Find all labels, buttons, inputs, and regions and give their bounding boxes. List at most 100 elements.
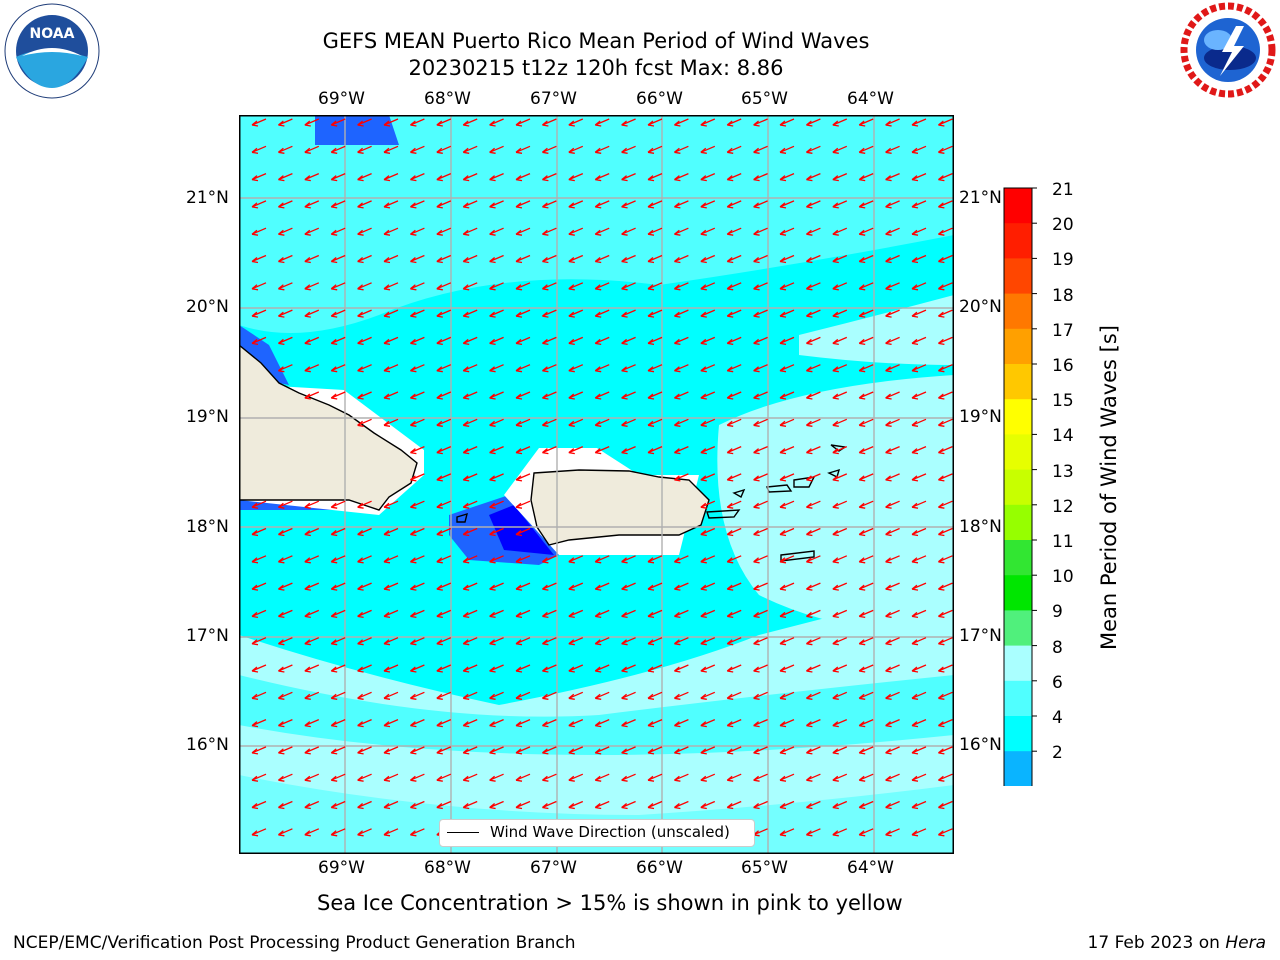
wind-wave-arrow <box>568 582 584 591</box>
wind-wave-arrow <box>436 582 452 591</box>
colorbar-tick-label: 21 <box>1052 180 1074 200</box>
wind-wave-arrow <box>436 282 452 291</box>
wind-wave-arrow <box>515 173 531 182</box>
wind-wave-arrow <box>409 254 425 264</box>
wind-wave-arrow <box>568 609 584 619</box>
wind-wave-arrow <box>832 800 848 810</box>
wind-wave-arrow <box>251 282 267 291</box>
wind-wave-arrow <box>779 145 795 154</box>
wind-wave-arrow <box>436 446 452 455</box>
wind-wave-arrow <box>832 309 848 318</box>
wind-wave-arrow <box>700 746 716 755</box>
wind-wave-arrow <box>304 500 320 509</box>
wind-wave-arrow <box>911 719 927 728</box>
wind-wave-arrow <box>858 473 874 482</box>
wind-wave-arrow <box>383 282 399 291</box>
map-title: GEFS MEAN Puerto Rico Mean Period of Win… <box>322 29 870 53</box>
colorbar-label: Mean Period of Wind Waves [s] <box>1097 325 1121 650</box>
wind-wave-arrow <box>700 773 716 782</box>
wind-wave-arrow <box>805 145 821 154</box>
wind-wave-arrow <box>753 746 768 755</box>
footer-date: 17 Feb 2023 on Hera <box>1087 933 1266 953</box>
wind-wave-arrow <box>858 773 874 782</box>
wind-wave-arrow <box>832 173 848 182</box>
wind-wave-arrow <box>805 527 821 537</box>
wind-wave-arrow <box>753 364 768 373</box>
wind-wave-arrow <box>330 254 346 264</box>
wind-wave-arrow <box>647 746 663 755</box>
wind-wave-arrow <box>858 746 874 755</box>
wind-wave-arrow <box>726 719 742 728</box>
wind-wave-arrow <box>383 664 399 673</box>
lat-tick-right: 20°N <box>959 297 1002 317</box>
wind-wave-arrow <box>621 145 636 154</box>
wind-wave-arrow <box>858 200 874 209</box>
wind-wave-arrow <box>541 254 557 264</box>
lat-tick-left: 21°N <box>186 188 229 208</box>
wind-wave-arrow <box>832 500 848 509</box>
wind-wave-arrow <box>330 609 346 619</box>
wind-wave-arrow <box>673 200 689 209</box>
wind-wave-arrow <box>779 500 795 509</box>
wind-wave-arrow <box>726 309 742 318</box>
wind-wave-arrow <box>858 527 874 537</box>
wind-wave-arrow <box>911 391 927 400</box>
colorbar-segment <box>1004 364 1032 400</box>
wind-wave-arrow <box>647 309 663 318</box>
wind-wave-arrow <box>858 582 874 591</box>
wind-wave-arrow <box>858 664 874 673</box>
wind-wave-arrow <box>251 828 267 837</box>
wind-wave-arrow <box>647 364 663 373</box>
wind-wave-arrow <box>594 391 610 400</box>
wind-wave-arrow <box>885 582 900 591</box>
wind-wave-arrow <box>700 418 716 427</box>
wind-wave-arrow <box>805 500 821 509</box>
wind-wave-arrow <box>911 446 927 455</box>
wind-wave-arrow <box>489 418 504 427</box>
wind-wave-arrow <box>277 336 293 346</box>
wind-wave-arrow <box>330 364 346 373</box>
wind-wave-arrow <box>832 364 848 373</box>
wind-wave-arrow <box>409 364 425 373</box>
wind-wave-arrow <box>673 364 689 373</box>
wind-wave-arrow <box>515 309 531 318</box>
wind-wave-arrow <box>357 254 372 264</box>
wind-wave-arrow <box>937 309 953 318</box>
colorbar-tick-label: 14 <box>1052 426 1074 447</box>
lon-tick-bottom: 69°W <box>318 858 365 878</box>
wind-wave-arrow <box>621 719 636 728</box>
wind-wave-arrow <box>304 309 320 318</box>
wind-wave-arrow <box>832 691 848 700</box>
very-low-period-area <box>489 505 554 555</box>
map-panel <box>239 115 954 854</box>
wind-wave-arrow <box>621 282 636 291</box>
wind-wave-arrow <box>436 200 452 209</box>
wind-wave-arrow <box>277 500 293 509</box>
wind-wave-arrow <box>937 500 953 509</box>
wind-wave-arrow <box>753 527 768 537</box>
wind-wave-arrow <box>726 746 742 755</box>
wind-wave-arrow <box>673 446 689 455</box>
lon-tick-bottom: 66°W <box>636 858 683 878</box>
lat-tick-right: 21°N <box>959 188 1002 208</box>
wind-wave-arrow <box>462 555 478 564</box>
wind-wave-arrow <box>304 118 320 127</box>
wind-wave-arrow <box>885 609 900 619</box>
wind-wave-arrow <box>541 336 557 346</box>
wind-wave-arrow <box>357 309 372 318</box>
wind-wave-arrow <box>541 118 557 127</box>
wind-wave-arrow <box>277 746 293 755</box>
wind-wave-arrow <box>700 609 716 619</box>
colorbar-tick-label: 20 <box>1052 215 1074 236</box>
wind-wave-arrow <box>647 555 663 564</box>
wind-wave-arrow <box>753 446 768 455</box>
wind-wave-arrow <box>911 418 927 427</box>
lat-tick-left: 16°N <box>186 735 229 755</box>
wind-wave-arrow <box>937 336 953 346</box>
wind-wave-arrow <box>779 800 795 810</box>
wind-wave-arrow <box>779 309 795 318</box>
wind-wave-arrow <box>594 364 610 373</box>
wind-wave-arrow <box>409 118 425 127</box>
wind-wave-arrow <box>726 555 742 564</box>
wind-wave-arrow <box>700 527 716 537</box>
